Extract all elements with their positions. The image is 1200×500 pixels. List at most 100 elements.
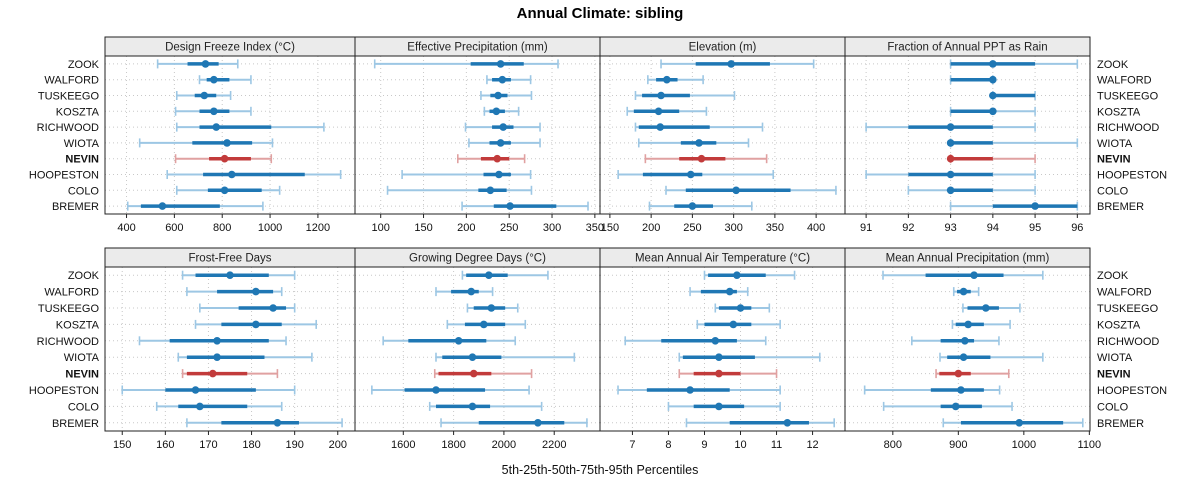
median-dot: [686, 170, 695, 179]
percentile-interval-koszta: [951, 319, 1011, 329]
percentile-interval-zook: [181, 270, 296, 280]
median-dot: [498, 75, 507, 84]
median-dot: [732, 186, 740, 195]
median-dot: [1031, 202, 1039, 210]
x-tick-label: 1200: [306, 222, 330, 234]
median-dot: [479, 320, 488, 329]
median-dot: [733, 271, 741, 280]
x-tick-label: 170: [199, 439, 217, 451]
percentile-interval-zook: [703, 270, 796, 280]
station-label-right-koszta: KOSZTA: [1097, 106, 1141, 118]
median-dot: [695, 139, 703, 147]
median-dot: [467, 287, 476, 296]
percentile-interval-hoopeston: [865, 170, 1036, 179]
percentile-interval-koszta: [483, 106, 520, 116]
median-dot: [697, 154, 706, 163]
panel-background: [845, 267, 1090, 431]
median-dot: [212, 123, 221, 131]
x-tick-label: 7: [629, 439, 635, 451]
percentile-interval-bremer: [440, 418, 588, 428]
percentile-interval-nevin: [181, 369, 279, 379]
percentile-interval-nevin: [433, 369, 533, 379]
percentile-interval-hoopeston: [617, 170, 775, 179]
median-dot: [252, 287, 260, 296]
x-tick-label: 800: [213, 222, 231, 234]
median-dot: [959, 353, 968, 362]
x-tick-label: 200: [457, 222, 475, 234]
percentile-interval-richwood: [175, 122, 325, 132]
median-dot: [223, 139, 231, 147]
percentile-interval-zook: [660, 59, 815, 69]
percentile-interval-hoopeston: [371, 385, 530, 395]
percentile-interval-walford: [486, 75, 532, 85]
median-dot: [946, 170, 955, 179]
percentile-interval-hoopeston: [863, 385, 1001, 395]
panel-header: Elevation (m): [689, 42, 757, 54]
x-tick-label: 92: [902, 222, 914, 234]
station-label-left-zook: ZOOK: [68, 270, 100, 282]
percentile-interval-bremer: [186, 418, 343, 428]
panel-fraction-of-annual-ppt-as-rain: Fraction of Annual PPT as Rain 91 92 93 94 95…: [844, 36, 1091, 234]
percentile-interval-koszta: [446, 319, 527, 329]
median-dot: [486, 186, 495, 195]
percentile-interval-richwood: [464, 122, 541, 132]
station-label-left-bremer: BREMER: [52, 418, 99, 430]
station-label-left-tuskeego: TUSKEEGO: [38, 91, 100, 103]
x-tick-label: 350: [586, 222, 604, 234]
percentile-interval-hoopeston: [121, 385, 296, 395]
percentile-interval-wiota: [637, 138, 750, 148]
station-label-right-tuskeego: TUSKEEGO: [1097, 91, 1159, 103]
percentile-interval-zook: [461, 270, 549, 280]
panel-frost-free-days: Frost-Free Days 150 160 170 180 190 200: [104, 247, 356, 451]
station-label-right-zook: ZOOK: [1097, 270, 1129, 282]
percentile-interval-koszta: [174, 106, 252, 116]
x-tick-label: 350: [766, 222, 784, 234]
median-dot: [946, 123, 955, 131]
percentile-interval-koszta: [626, 106, 708, 116]
panel-border: [844, 266, 1091, 432]
panel-header: Growing Degree Days (°C): [409, 253, 546, 265]
median-dot: [711, 337, 720, 345]
percentile-interval-bremer: [461, 201, 589, 211]
median-dot: [220, 186, 229, 195]
median-dot: [487, 304, 496, 312]
station-label-right-colo: COLO: [1097, 185, 1129, 197]
median-dot: [200, 91, 209, 100]
station-label-left-hoopeston: HOOPESTON: [29, 170, 99, 182]
x-tick-label: 1600: [391, 439, 415, 451]
panel-growing-degree-days-c: Growing Degree Days (°C) 1600 1800 2000 2200: [354, 247, 601, 451]
station-label-right-zook: ZOOK: [1097, 59, 1129, 71]
median-dot: [688, 202, 697, 210]
percentile-interval-colo: [428, 401, 543, 411]
median-dot: [506, 202, 514, 210]
x-tick-label: 160: [156, 439, 174, 451]
median-dot: [493, 154, 502, 163]
station-label-left-bremer: BREMER: [52, 201, 99, 213]
percentile-interval-walford: [186, 287, 283, 297]
station-label-left-colo: COLO: [68, 401, 100, 413]
panel-header: Mean Annual Air Temperature (°C): [635, 253, 810, 265]
median-dot: [196, 402, 204, 411]
panel-background: [600, 56, 845, 214]
x-tick-label: 250: [500, 222, 518, 234]
station-label-right-hoopeston: HOOPESTON: [1097, 170, 1167, 182]
median-dot: [485, 271, 493, 280]
percentile-interval-wiota: [939, 352, 1044, 362]
panel-background: [600, 267, 845, 431]
percentile-interval-wiota: [435, 352, 576, 362]
station-label-left-koszta: KOSZTA: [56, 319, 100, 331]
percentile-interval-nevin: [678, 369, 778, 379]
x-tick-label: 12: [806, 439, 818, 451]
median-dot: [201, 60, 210, 68]
median-dot: [468, 402, 477, 411]
panel-header: Fraction of Annual PPT as Rain: [887, 42, 1047, 54]
x-tick-label: 95: [1029, 222, 1041, 234]
median-dot: [496, 60, 505, 68]
percentile-interval-colo: [667, 401, 781, 411]
percentile-interval-walford: [647, 75, 704, 85]
x-tick-label: 150: [414, 222, 432, 234]
station-label-right-hoopeston: HOOPESTON: [1097, 385, 1167, 397]
median-dot: [494, 91, 502, 100]
median-dot: [989, 91, 997, 100]
